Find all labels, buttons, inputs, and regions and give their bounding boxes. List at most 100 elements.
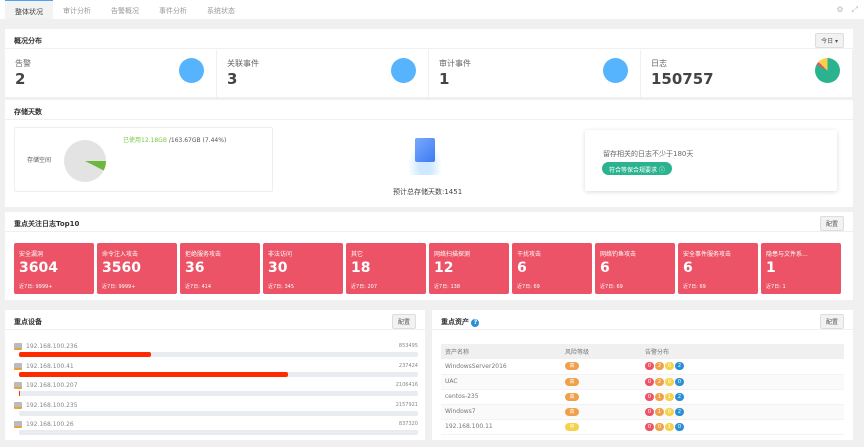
- compliance-badge[interactable]: 符合等保合规要求 ⓘ: [602, 162, 672, 175]
- recent-value: 207: [367, 284, 378, 290]
- devices-config-button[interactable]: 配置: [391, 314, 416, 329]
- alert-count-badge: 0: [665, 407, 674, 416]
- alert-count-badge: 1: [665, 422, 674, 431]
- stat-value: 1: [439, 70, 450, 88]
- asset-name: 192.168.100.11: [441, 419, 561, 435]
- period-select[interactable]: 今日 ▾: [815, 33, 844, 48]
- top10-item[interactable]: 非法访问 30 近7日: 345: [263, 243, 343, 294]
- expand-icon[interactable]: ⤢: [851, 5, 858, 14]
- risk-cell: 高: [561, 359, 641, 375]
- assets-config-button[interactable]: 配置: [819, 314, 844, 329]
- device-count: 2106416: [395, 382, 418, 388]
- top10-value: 18: [351, 260, 371, 276]
- top10-item[interactable]: 其它 18 近7日: 207: [346, 243, 426, 294]
- alert-count-badge: 0: [675, 377, 684, 386]
- top10-item[interactable]: 命令注入攻击 3560 近7日: 9999+: [97, 243, 177, 294]
- alert-count-badge: 1: [655, 392, 664, 401]
- folder-icon: [415, 138, 435, 162]
- alert-count-badge: 0: [675, 422, 684, 431]
- alert-count-badge: 2: [675, 362, 684, 371]
- top10-name: 安全事件服务攻击: [683, 251, 732, 258]
- top10-item[interactable]: 网络钓鱼攻击 6 近7日: 69: [595, 243, 675, 294]
- top10-item[interactable]: 安全事件服务攻击 6 近7日: 69: [678, 243, 758, 294]
- device-ip: 192.168.100.26: [26, 421, 74, 428]
- risk-badge: 高: [565, 392, 579, 401]
- top10-item[interactable]: 拒绝服务攻击 36 近7日: 414: [180, 243, 260, 294]
- top10-recent: 近7日: 69: [683, 283, 706, 290]
- alert-count-badge: 2: [655, 377, 664, 386]
- stat-pie: [391, 58, 416, 83]
- table-row[interactable]: WindowsServer2016 高 0 2 0 2: [441, 359, 844, 375]
- device-icon: [14, 382, 22, 389]
- top10-config-button[interactable]: 配置: [819, 216, 844, 231]
- storage-pie: [64, 140, 106, 182]
- column-header: 风险等级: [561, 344, 641, 359]
- compliance-label: 符合等保合规要求: [609, 167, 658, 174]
- tab-0[interactable]: 整体状况: [5, 0, 53, 19]
- device-bar: [19, 391, 418, 396]
- devices-title: 重点设备: [5, 310, 425, 330]
- stat-1[interactable]: 关联事件 3: [217, 50, 429, 97]
- table-row[interactable]: UAC 高 0 2 0 0: [441, 374, 844, 390]
- top10-item[interactable]: 安全漏洞 3604 近7日: 9999+: [14, 243, 94, 294]
- stat-0[interactable]: 告警 2: [5, 50, 217, 97]
- tab-1[interactable]: 审计分析: [63, 7, 91, 15]
- device-row[interactable]: 192.168.100.41 237424: [14, 362, 418, 383]
- overview-title: 概况分布: [5, 29, 853, 49]
- storage-total: /163.67GB (7.44%): [166, 137, 227, 144]
- assets-table: 资产名称 风险等级 告警分布 WindowsServer2016 高 0 2 0 2 UAC 高 0 2…: [441, 344, 844, 435]
- stat-label: 审计事件: [439, 59, 471, 68]
- top10-item[interactable]: 隐患与文件系... 1 近7日: 1: [761, 243, 841, 294]
- top10-recent: 近7日: 9999+: [102, 283, 135, 290]
- gear-icon[interactable]: ⚙: [836, 5, 844, 14]
- top10-value: 30: [268, 260, 288, 276]
- top10-name: 拒绝服务攻击: [185, 251, 222, 258]
- recent-label: 近7日:: [600, 284, 615, 290]
- device-ip: 192.168.100.207: [26, 382, 78, 389]
- folder-illustration: [405, 135, 445, 175]
- device-icon: [14, 401, 22, 409]
- help-icon[interactable]: ?: [471, 319, 480, 327]
- stat-3[interactable]: 日志 150757: [641, 50, 853, 97]
- storage-estimate: 预计总存储天数:1451: [393, 188, 463, 196]
- top10-value: 6: [600, 260, 610, 276]
- device-bar: [19, 352, 418, 357]
- assets-title: 重点资产 ?: [432, 310, 853, 330]
- top10-name: 干扰攻击: [517, 251, 542, 258]
- tab-3[interactable]: 事件分析: [159, 7, 187, 15]
- device-icon: [14, 362, 22, 370]
- table-row[interactable]: Windows7 高 0 1 0 2: [441, 404, 844, 420]
- alert-count-badge: 2: [675, 407, 684, 416]
- storage-used-slice: [85, 161, 106, 171]
- top10-title: 重点关注日志Top10: [5, 212, 853, 232]
- tab-2[interactable]: 告警概况: [111, 7, 139, 15]
- top10-item[interactable]: 网络扫描探测 12 近7日: 138: [429, 243, 509, 294]
- stat-pie: [179, 58, 204, 83]
- top10-value: 6: [683, 260, 693, 276]
- tab-4[interactable]: 系统状态: [207, 7, 235, 15]
- top10-item[interactable]: 干扰攻击 6 近7日: 69: [512, 243, 592, 294]
- stat-value: 150757: [651, 70, 714, 88]
- device-row[interactable]: 192.168.100.235 2157921: [14, 401, 418, 422]
- table-row[interactable]: centos-235 高 0 1 1 2: [441, 389, 844, 405]
- top10-recent: 近7日: 9999+: [19, 283, 52, 290]
- stat-2[interactable]: 审计事件 1: [429, 50, 641, 97]
- column-header: 告警分布: [641, 344, 844, 359]
- device-row[interactable]: 192.168.100.26 837320: [14, 421, 418, 441]
- recent-value: 1: [782, 284, 786, 290]
- top10-card: 重点关注日志Top10 配置 安全漏洞 3604 近7日: 9999+ 命令注入攻击 3…: [5, 212, 853, 300]
- recent-value: 9999+: [35, 284, 53, 290]
- top10-recent: 近7日: 69: [600, 283, 623, 290]
- device-row[interactable]: 192.168.100.236 853495: [14, 343, 418, 363]
- device-row[interactable]: 192.168.100.207 2106416: [14, 382, 418, 402]
- info-icon[interactable]: ⓘ: [658, 167, 665, 174]
- tab-bar: 整体状况 审计分析 告警概况 事件分析 系统状态: [0, 0, 864, 19]
- column-header: 资产名称: [441, 344, 561, 359]
- device-bar: [19, 430, 418, 435]
- table-row[interactable]: 192.168.100.11 中 0 0 1 0: [441, 419, 844, 435]
- alert-count-badge: 0: [655, 422, 664, 431]
- stat-pie: [603, 58, 628, 83]
